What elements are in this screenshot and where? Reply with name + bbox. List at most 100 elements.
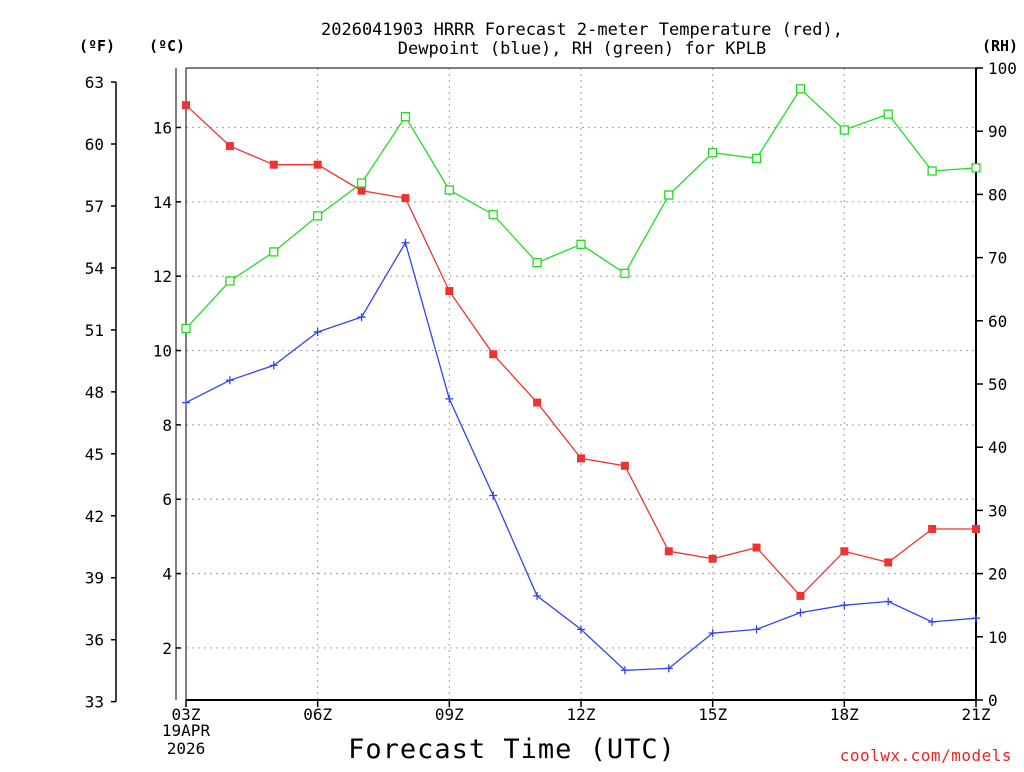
grid xyxy=(186,68,976,700)
dewpoint-point xyxy=(182,398,190,407)
celsius-tick-label: 8 xyxy=(162,416,172,435)
x-tick-label: 15Z xyxy=(698,705,727,724)
fahrenheit-tick-label: 48 xyxy=(85,383,104,402)
chart-title-line2: Dewpoint (blue), RH (green) for KPLB xyxy=(398,39,766,59)
rh-point xyxy=(444,185,454,195)
dewpoint-point xyxy=(489,491,498,500)
date-label-day: 19APR xyxy=(162,721,211,740)
fahrenheit-tick-label: 63 xyxy=(85,73,104,92)
rh-point xyxy=(795,84,806,94)
temperature-point xyxy=(664,547,673,556)
rh-tick-label: 80 xyxy=(988,185,1007,204)
series xyxy=(181,84,981,675)
temperature-point xyxy=(752,543,761,552)
temperature-point xyxy=(357,186,366,195)
rh-point xyxy=(927,166,937,176)
rh-tick-label: 60 xyxy=(988,312,1007,331)
temperature-point xyxy=(182,101,190,110)
rh-tick-label: 40 xyxy=(988,438,1007,457)
rh-point xyxy=(532,258,542,268)
temperature-point xyxy=(225,142,234,151)
fahrenheit-tick-label: 51 xyxy=(85,321,104,340)
fahrenheit-tick-label: 39 xyxy=(85,569,104,588)
rh-tick-label: 100 xyxy=(988,59,1017,78)
celsius-unit-label: (ºC) xyxy=(149,37,185,55)
fahrenheit-tick-label: 54 xyxy=(85,259,104,278)
axes: 03Z 06Z 09Z 12Z 15Z 18Z 21Z3336394245485154576… xyxy=(85,59,1017,724)
dewpoint-point xyxy=(884,597,893,606)
temperature-point xyxy=(269,160,278,169)
rh-point xyxy=(620,268,630,279)
temperature-point xyxy=(840,547,849,556)
dewpoint-point xyxy=(796,608,805,617)
dewpoint-point xyxy=(664,664,673,673)
fahrenheit-tick-label: 36 xyxy=(85,631,104,650)
fahrenheit-tick-label: 33 xyxy=(85,693,104,712)
rh-point xyxy=(708,148,718,158)
celsius-tick-label: 2 xyxy=(162,639,172,658)
temperature-point xyxy=(928,524,937,533)
dewpoint-point xyxy=(928,617,937,626)
fahrenheit-tick-label: 60 xyxy=(85,135,104,154)
dewpoint-point xyxy=(269,361,278,370)
rh-tick-label: 70 xyxy=(988,249,1007,268)
rh-tick-label: 0 xyxy=(988,691,998,710)
celsius-tick-label: 14 xyxy=(153,193,172,212)
x-tick-label: 03Z xyxy=(172,705,201,724)
rh-point xyxy=(488,209,498,220)
temperature-point xyxy=(401,194,410,203)
dewpoint-point xyxy=(225,376,234,385)
dewpoint-point xyxy=(577,625,585,634)
fahrenheit-tick-label: 45 xyxy=(85,445,104,464)
dewpoint-point xyxy=(401,238,410,247)
rh-line xyxy=(185,87,977,329)
temperature-point xyxy=(313,160,322,169)
x-tick-label: 09Z xyxy=(435,705,464,724)
rh-point xyxy=(751,153,762,164)
x-tick-label: 12Z xyxy=(567,705,596,724)
rh-point xyxy=(664,190,674,200)
x-tick-label: 21Z xyxy=(962,705,991,724)
rh-point xyxy=(356,178,367,188)
celsius-tick-label: 6 xyxy=(162,490,172,509)
rh-point xyxy=(313,211,323,221)
chart-title-line1: 2026041903 HRRR Forecast 2-meter Tempera… xyxy=(321,20,843,40)
dewpoint-point xyxy=(840,601,849,610)
celsius-tick-label: 12 xyxy=(153,267,172,286)
temperature-point xyxy=(577,454,585,463)
temperature-point xyxy=(884,558,893,567)
rh-point xyxy=(971,163,981,173)
rh-tick-label: 20 xyxy=(988,565,1007,584)
dewpoint-point xyxy=(708,629,717,638)
fahrenheit-tick-label: 42 xyxy=(85,507,104,526)
rh-tick-label: 30 xyxy=(988,501,1007,520)
temperature-point xyxy=(708,554,717,563)
fahrenheit-unit-label: (ºF) xyxy=(79,37,115,55)
rh-point xyxy=(883,109,893,119)
dewpoint-point xyxy=(313,327,322,336)
dewpoint-point xyxy=(972,614,980,623)
temperature-point xyxy=(533,398,542,407)
temperature-point xyxy=(620,461,629,470)
rh-point xyxy=(269,247,279,257)
celsius-tick-label: 4 xyxy=(162,565,172,584)
rh-point xyxy=(181,323,191,334)
dewpoint-point xyxy=(357,313,366,322)
celsius-tick-label: 16 xyxy=(153,118,172,137)
rh-tick-label: 50 xyxy=(988,375,1007,394)
x-axis-label: Forecast Time (UTC) xyxy=(348,734,676,765)
credit-label: coolwx.com/models xyxy=(840,746,1012,765)
rh-unit-label: (RH) xyxy=(982,37,1018,55)
celsius-tick-label: 10 xyxy=(153,342,172,361)
fahrenheit-tick-label: 57 xyxy=(85,197,104,216)
rh-tick-label: 10 xyxy=(988,628,1007,647)
temperature-point xyxy=(445,287,454,296)
rh-tick-label: 90 xyxy=(988,122,1007,141)
rh-point xyxy=(839,125,849,135)
x-tick-label: 18Z xyxy=(830,705,859,724)
rh-point xyxy=(576,239,586,249)
date-label-year: 2026 xyxy=(167,739,206,758)
dewpoint-point xyxy=(620,666,629,675)
